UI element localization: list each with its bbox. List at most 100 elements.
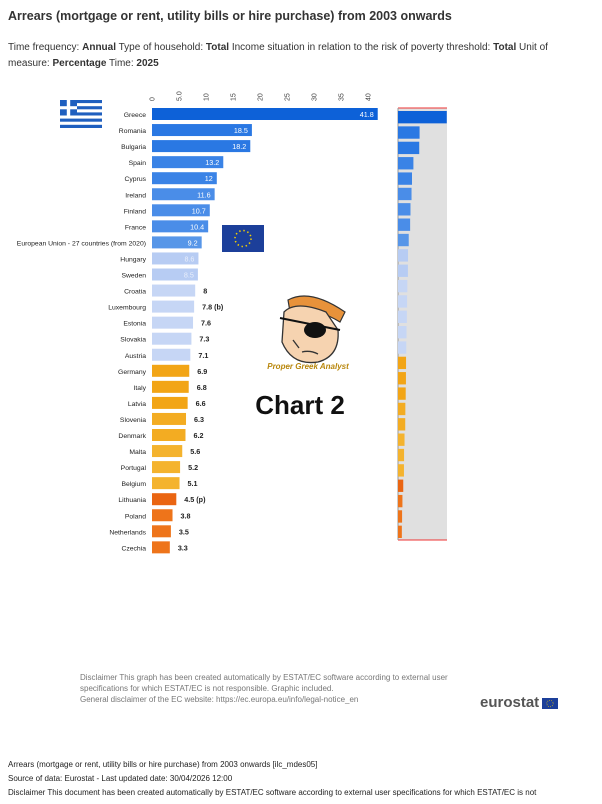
category-label: Hungary: [120, 256, 146, 263]
category-label: Czechia: [121, 545, 146, 552]
category-label: Slovakia: [120, 337, 146, 344]
bar: [152, 316, 194, 329]
category-label: Bulgaria: [121, 144, 146, 151]
bar: [152, 124, 252, 137]
overview-bar: [398, 295, 408, 308]
category-label: Greece: [124, 112, 147, 119]
overview-bar: [398, 203, 411, 216]
category-label: Slovenia: [120, 417, 146, 424]
overview-bar: [398, 372, 406, 385]
bar: [152, 525, 171, 538]
dataset: Arrears (mortgage or rent, utility bills…: [8, 760, 318, 769]
value-label: 3.3: [178, 543, 188, 552]
bar: [152, 509, 173, 522]
category-label: Spain: [129, 160, 147, 167]
overview-bar: [398, 264, 408, 277]
logo-flag: [542, 697, 559, 709]
value-label: 10.7: [192, 206, 206, 215]
value-label: 11.6: [197, 190, 210, 199]
value-label: 7.3: [199, 335, 209, 344]
overview-bar: [398, 448, 405, 462]
category-label: Germany: [118, 369, 147, 376]
overview-bar: [398, 233, 409, 247]
overview-bar: [398, 326, 407, 339]
value-label: 5.6: [190, 447, 200, 456]
overview-bar: [398, 418, 406, 431]
disclaimer: Disclaimer This graph has been created a…: [80, 673, 448, 693]
filter-value: Percentage: [52, 58, 107, 69]
bar: [152, 172, 217, 185]
bar: [152, 477, 180, 490]
value-label: 7.1: [198, 351, 208, 360]
value-label: 18.5: [234, 126, 248, 135]
overview-bar: [398, 141, 420, 155]
bar: [152, 252, 199, 265]
bar: [152, 348, 191, 361]
category-label: Estonia: [123, 321, 146, 328]
bar: [152, 236, 202, 249]
value-label: 5.1: [188, 479, 198, 488]
overview-bar: [398, 111, 447, 124]
filter-value: Annual: [82, 42, 116, 53]
overview-bar: [398, 187, 412, 201]
category-label: Austria: [125, 353, 146, 360]
bar: [152, 541, 170, 554]
value-label: 8.5: [184, 271, 194, 280]
value-label: 13.2: [205, 158, 219, 167]
value-label: 4.5 (p): [184, 495, 206, 504]
disclaimer: General disclaimer of the EC website: ht…: [80, 695, 359, 704]
category-label: Croatia: [124, 289, 146, 296]
filter-value: Total: [493, 42, 517, 53]
greek-flag: [60, 100, 102, 128]
logo: eurostat: [480, 694, 559, 711]
x-tick-label: 5.0: [177, 91, 184, 101]
bar: [152, 332, 192, 345]
category-label: Lithuania: [118, 497, 146, 504]
x-tick-label: 40: [366, 93, 373, 101]
overview-bar: [398, 218, 411, 231]
value-label: 6.9: [197, 367, 207, 376]
annotation: Proper Greek Analyst: [267, 362, 349, 371]
filter-value: Total: [205, 42, 230, 53]
bar: [152, 268, 198, 281]
x-tick-label: 35: [339, 93, 346, 101]
overview-bar: [398, 387, 406, 400]
value-label: 18.2: [232, 142, 246, 151]
filter-label: Time frequency:: [8, 42, 80, 53]
category-label: Luxembourg: [108, 305, 146, 312]
value-label: 10.4: [190, 222, 204, 231]
filter-label: Time:: [109, 58, 134, 69]
category-label: European Union - 27 countries (from 2020…: [17, 240, 146, 247]
category-label: France: [125, 224, 146, 231]
eu-flag: [222, 225, 264, 252]
value-label: 6.3: [194, 415, 204, 424]
filters: Time frequency: Annual Type of household…: [8, 40, 588, 72]
logo-text: eurostat: [480, 694, 540, 711]
overview-bar: [398, 464, 404, 477]
value-label: 41.8: [360, 110, 374, 119]
filter-label: Type of household:: [118, 42, 204, 53]
value-label: 7.8 (b): [202, 303, 224, 312]
x-tick-label: 15: [231, 93, 238, 101]
category-label: Portugal: [121, 465, 147, 472]
category-label: Netherlands: [109, 529, 146, 536]
bar: [152, 396, 188, 409]
bar: [152, 220, 209, 233]
category-label: Poland: [125, 513, 146, 520]
value-label: 8.6: [184, 254, 194, 263]
cartoon: [279, 295, 346, 364]
overview-bar: [398, 479, 404, 492]
bar: [152, 156, 224, 169]
bar: [152, 461, 181, 474]
value-label: 6.8: [197, 383, 207, 392]
value-label: 5.2: [188, 463, 198, 472]
filter-label: Unit of measure:: [8, 42, 548, 69]
value-label: 12: [205, 174, 213, 183]
value-label: 6.6: [196, 399, 206, 408]
value-label: 3.8: [181, 511, 191, 520]
bar: [152, 429, 186, 441]
category-label: Ireland: [125, 192, 146, 199]
bar: [152, 445, 183, 458]
bar: [152, 300, 195, 313]
